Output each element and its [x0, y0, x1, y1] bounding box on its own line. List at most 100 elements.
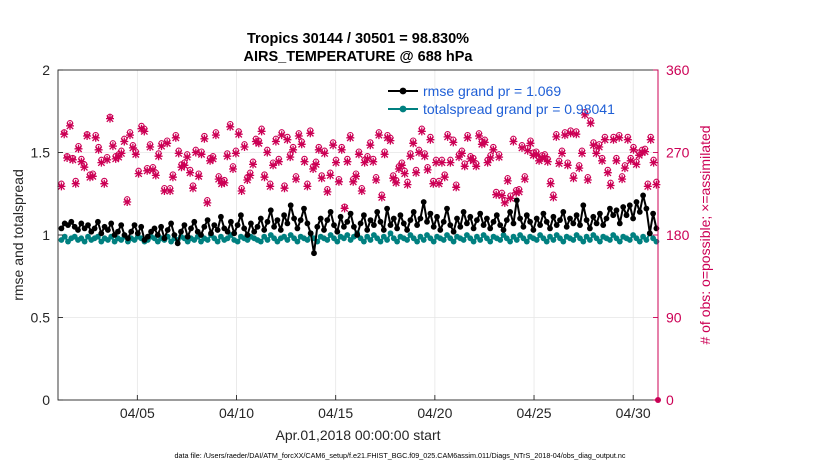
rmse-point [105, 227, 111, 233]
rmse-point [537, 222, 543, 229]
obs-assimilated-point [74, 144, 83, 153]
obs-assimilated-point [340, 204, 349, 213]
obs-assimilated-point [555, 159, 564, 168]
obs-assimilated-point [609, 135, 618, 144]
rmse-point [361, 212, 367, 219]
rmse-point [577, 222, 583, 229]
rmse-point [201, 223, 208, 230]
rmse-point [503, 217, 510, 224]
rmse-point [115, 228, 121, 235]
right-tick-label: 270 [666, 145, 690, 161]
obs-assimilated-series [57, 110, 661, 213]
rmse-point [523, 212, 530, 219]
right-tick-label: 360 [666, 62, 690, 78]
right-tick-label: 0 [666, 392, 674, 408]
obs-assimilated-point [649, 158, 658, 167]
obs-assimilated-point [492, 190, 501, 199]
obs-assimilated-point [186, 168, 195, 177]
totalspread-point [420, 237, 427, 243]
x-tick-label: 04/15 [318, 405, 353, 421]
obs-assimilated-point [415, 148, 423, 157]
obs-assimilated-point [449, 138, 458, 147]
rmse-point [78, 220, 85, 227]
obs-assimilated-point [100, 179, 109, 188]
chart-title-line1: Tropics 30144 / 30501 = 98.830% [247, 31, 469, 47]
obs-assimilated-point [429, 179, 438, 188]
obs-assimilated-point [260, 173, 269, 182]
obs-assimilated-point [332, 158, 340, 167]
totalspread-point [361, 238, 367, 245]
rmse-point [231, 230, 238, 237]
totalspread-point [257, 238, 264, 245]
rmse-point [440, 218, 447, 225]
rmse-point [311, 250, 317, 257]
obs-assimilated-point [280, 184, 289, 193]
rmse-point [138, 223, 145, 230]
rmse-point [474, 217, 480, 224]
obs-assimilated-point [578, 149, 586, 158]
rmse-point [164, 227, 171, 233]
rmse-point [347, 210, 354, 217]
obs-assimilated-point [652, 180, 661, 189]
obs-assimilated-point [506, 194, 515, 203]
rmse-point [154, 232, 161, 238]
rmse-point [337, 213, 344, 220]
obs-assimilated-point [168, 173, 177, 182]
obs-assimilated-point [283, 135, 292, 144]
obs-assimilated-point [60, 130, 69, 139]
obs-assimilated-point [120, 137, 129, 146]
rmse-point [264, 218, 271, 225]
obs-assimilated-point [214, 175, 223, 184]
totalspread-point [387, 230, 394, 237]
totalspread-point [214, 238, 221, 245]
totalspread-point [550, 237, 557, 243]
obs-assimilated-point [477, 140, 486, 149]
obs-assimilated-point [326, 171, 335, 180]
obs-assimilated-point [88, 172, 97, 181]
rmse-point [261, 227, 268, 233]
rmse-point [68, 218, 75, 225]
rmse-point [294, 225, 301, 232]
obs-assimilated-point [240, 143, 249, 151]
obs-assimilated-point [443, 132, 452, 141]
obs-assimilated-point [160, 187, 169, 195]
totalspread-point [324, 237, 331, 243]
obs-assimilated-point [209, 154, 217, 163]
obs-assimilated-point [606, 181, 615, 190]
obs-assimilated-point [626, 156, 635, 165]
obs-assimilated-point [94, 145, 103, 154]
rmse-point [437, 227, 444, 233]
rmse-point [304, 220, 311, 227]
rmse-point [241, 225, 248, 232]
rmse-point [374, 209, 381, 215]
obs-assimilated-point [211, 131, 220, 140]
rmse-point [218, 213, 224, 220]
rmse-point [583, 217, 590, 224]
rmse-point [91, 225, 98, 232]
obs-assimilated-point [91, 133, 100, 142]
totalspread-point [294, 238, 301, 245]
obs-assimilated-point [463, 133, 472, 142]
rmse-point [307, 230, 314, 237]
obs-assimilated-point [274, 157, 283, 166]
rmse-point [484, 215, 490, 222]
obs-assimilated-point [191, 148, 200, 157]
obs-assimilated-point [620, 164, 629, 173]
totalspread-point [636, 238, 643, 245]
rmse-point [450, 228, 457, 235]
totalspread-point [264, 237, 271, 243]
obs-assimilated-point [515, 187, 524, 196]
rmse-point [314, 223, 321, 230]
obs-assimilated-point [583, 176, 592, 184]
obs-assimilated-point [446, 158, 455, 167]
obs-assimilated-point [349, 177, 358, 186]
obs-assimilated-point [400, 169, 409, 178]
rmse-point [533, 215, 540, 222]
obs-assimilated-point [532, 150, 541, 159]
obs-assimilated-point [363, 154, 372, 163]
rmse-point [570, 220, 577, 227]
obs-assimilated-point [575, 164, 584, 173]
obs-assimilated-point [309, 165, 318, 173]
obs-assimilated-point [377, 193, 386, 202]
totalspread-point [394, 238, 400, 245]
